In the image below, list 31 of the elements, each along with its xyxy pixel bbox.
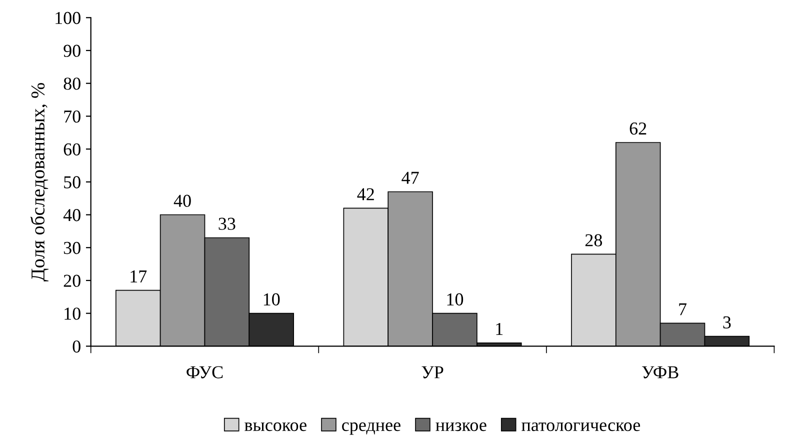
data-label: 1 [496,322,503,335]
data-label: 10 [264,293,280,306]
y-tick-label: 70 [64,110,80,123]
legend-label: патологическое [522,422,640,432]
data-label: 62 [630,122,646,135]
legend-label: низкое [436,422,486,432]
y-tick-label: 60 [64,143,80,156]
data-label: 47 [402,172,419,184]
data-label: 42 [357,188,374,200]
data-label: 33 [218,218,236,230]
y-tick-label: 10 [64,308,80,320]
y-tick-label: 90 [64,44,80,57]
y-tick-label: 40 [63,209,80,222]
legend-label: высокое [244,422,306,432]
data-label: 10 [447,293,464,306]
y-axis-title: Доля обследованных, % [30,82,48,282]
data-label: 17 [130,270,147,282]
data-label: 7 [679,303,687,316]
legend-label: среднее [342,422,400,435]
data-label: 3 [723,316,731,328]
y-tick-label: 100 [56,12,80,24]
y-tick-label: 50 [64,176,80,188]
data-label: 40 [174,194,191,207]
y-tick-label: 30 [64,242,80,254]
data-label: 28 [585,234,602,246]
y-tick-label: 80 [64,78,80,90]
y-tick-label: 20 [64,274,80,287]
x-tick-label: УР [422,366,444,378]
x-tick-label: ФУС [186,366,223,378]
x-tick-label: УФВ [642,366,678,378]
y-tick-label: 0 [72,340,80,353]
